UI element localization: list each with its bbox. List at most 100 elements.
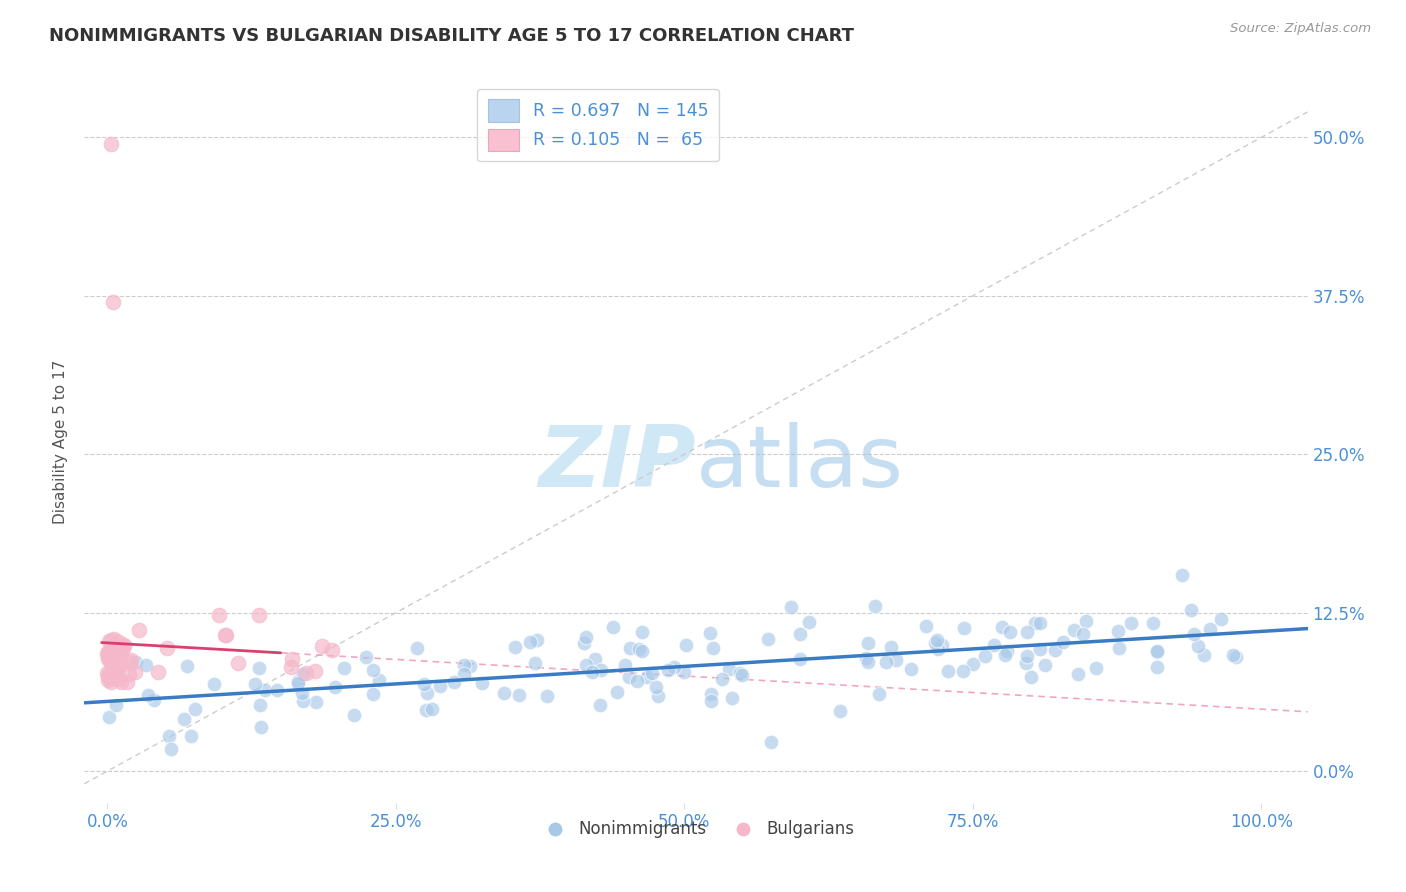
Point [343, 708, 366, 723]
Point [1052, 634, 1074, 648]
Point [1024, 615, 1046, 630]
Point [1192, 648, 1215, 662]
Point [103, 663, 125, 677]
Point [226, 656, 249, 670]
Point [118, 666, 141, 681]
Point [112, 639, 135, 653]
Point [280, 651, 302, 665]
Point [287, 674, 309, 689]
Point [138, 688, 160, 702]
Point [429, 679, 451, 693]
Point [101, 645, 124, 659]
Point [354, 649, 377, 664]
Point [247, 661, 270, 675]
Point [97, 669, 120, 683]
Point [1187, 639, 1209, 653]
Point [936, 664, 959, 678]
Point [627, 642, 650, 657]
Point [759, 735, 782, 749]
Point [96, 647, 118, 661]
Text: Source: ZipAtlas.com: Source: ZipAtlas.com [1230, 22, 1371, 36]
Point [291, 667, 314, 681]
Point [214, 628, 236, 642]
Point [994, 648, 1017, 662]
Point [641, 665, 664, 680]
Point [97, 645, 120, 659]
Point [108, 672, 131, 686]
Point [247, 608, 270, 623]
Point [1015, 657, 1038, 671]
Point [103, 632, 125, 647]
Point [98, 667, 121, 681]
Point [305, 695, 328, 709]
Point [990, 620, 1012, 634]
Point [626, 673, 648, 688]
Point [176, 659, 198, 673]
Point [997, 644, 1019, 658]
Point [97, 673, 120, 688]
Point [606, 685, 628, 699]
Point [180, 729, 202, 743]
Point [420, 702, 443, 716]
Point [1225, 650, 1247, 665]
Point [789, 626, 811, 640]
Point [998, 625, 1021, 640]
Point [101, 656, 124, 670]
Point [112, 639, 135, 653]
Point [97, 652, 120, 666]
Point [575, 658, 598, 673]
Point [702, 640, 724, 655]
Point [280, 660, 302, 674]
Point [927, 642, 949, 657]
Point [1035, 658, 1057, 673]
Point [1182, 627, 1205, 641]
Point [100, 652, 122, 666]
Point [1142, 615, 1164, 630]
Point [1121, 615, 1143, 630]
Point [453, 666, 475, 681]
Text: ZIP: ZIP [538, 422, 696, 505]
Point [583, 652, 606, 666]
Point [367, 673, 389, 687]
Point [157, 729, 180, 743]
Point [974, 649, 997, 664]
Point [1019, 670, 1042, 684]
Point [98, 669, 121, 683]
Point [588, 698, 610, 712]
Y-axis label: Disability Age 5 to 17: Disability Age 5 to 17 [53, 359, 69, 524]
Point [111, 644, 134, 658]
Point [523, 656, 546, 670]
Point [108, 643, 131, 657]
Point [98, 709, 121, 723]
Point [869, 687, 891, 701]
Point [797, 615, 820, 630]
Point [100, 671, 122, 685]
Point [104, 698, 127, 713]
Point [249, 698, 271, 713]
Point [673, 665, 696, 679]
Point [662, 660, 685, 674]
Point [1076, 614, 1098, 628]
Point [619, 641, 641, 656]
Point [602, 620, 624, 634]
Point [1067, 666, 1090, 681]
Point [924, 636, 946, 650]
Point [103, 644, 125, 658]
Point [104, 648, 127, 662]
Point [519, 635, 541, 649]
Point [1107, 624, 1129, 638]
Point [572, 636, 595, 650]
Point [789, 652, 811, 666]
Point [325, 680, 347, 694]
Point [536, 689, 558, 703]
Point [631, 644, 654, 658]
Point [915, 619, 938, 633]
Point [458, 659, 481, 673]
Point [101, 649, 124, 664]
Point [156, 641, 179, 656]
Point [1017, 625, 1039, 640]
Point [110, 657, 132, 671]
Point [103, 295, 125, 310]
Point [266, 683, 288, 698]
Point [508, 688, 530, 702]
